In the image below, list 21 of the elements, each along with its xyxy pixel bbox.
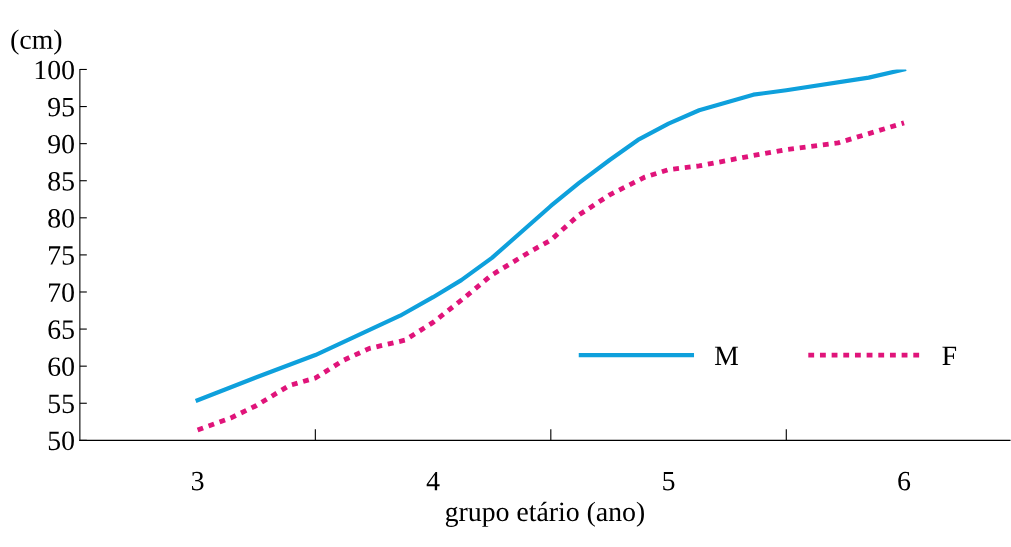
y-tick-label: 65 (48, 320, 74, 339)
x-tick-label: 4 (426, 471, 440, 491)
line-series (195, 69, 907, 403)
x-axis-title: grupo etário (ano) (445, 501, 644, 527)
y-tick-label: 50 (48, 431, 74, 451)
y-tick-label: 75 (49, 246, 74, 265)
y-tick-label: 55 (48, 394, 74, 414)
y-tick-label: 60 (48, 357, 74, 377)
y-tick-label: 70 (49, 283, 74, 302)
y-tick-label: 95 (48, 97, 74, 117)
x-tick-label: 5 (663, 471, 675, 491)
line-series (195, 120, 907, 433)
legend-label: F (942, 346, 957, 365)
y-axis-title: (cm) (11, 29, 62, 55)
x-tick-label: 6 (898, 471, 911, 491)
y-tick-label: 85 (48, 171, 74, 191)
x-tick-label: 3 (191, 471, 204, 491)
y-tick-label: 90 (48, 134, 74, 154)
y-tick-label: 100 (35, 60, 74, 80)
y-tick-label: 80 (48, 208, 74, 228)
legend-label: M (714, 346, 739, 365)
